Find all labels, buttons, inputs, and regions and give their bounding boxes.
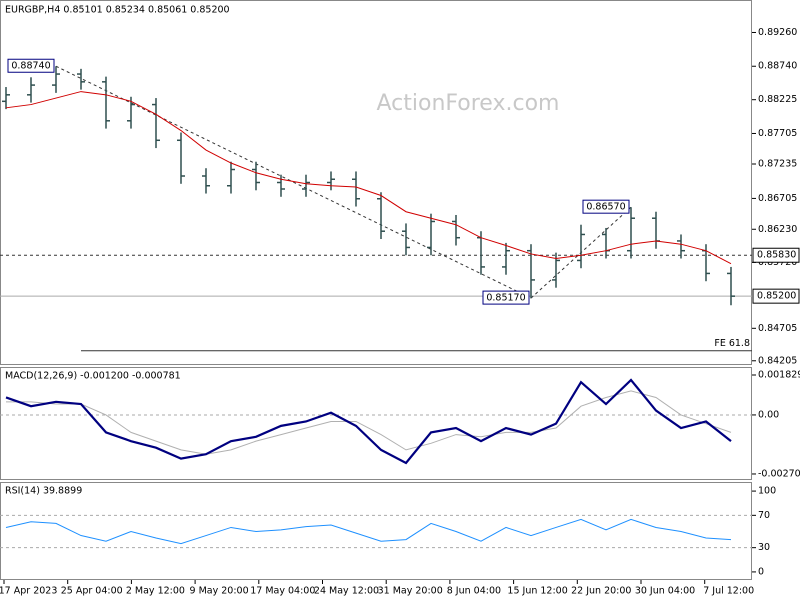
level-box (752, 247, 800, 263)
x-tick-label: 22 Jun 20:00 (571, 586, 631, 597)
x-tick-label: 15 Jun 12:00 (507, 586, 567, 597)
y-tick-label: 0.87705 (758, 128, 797, 139)
y-tick-label: 0.84205 (758, 355, 797, 366)
macd-title: MACD(12,26,9) -0.001200 -0.000781 (5, 371, 181, 382)
y-tick-label: 0.88740 (758, 61, 797, 72)
y-tick-label: 100 (758, 486, 776, 497)
macd-line (5, 378, 732, 465)
x-tick-label: 9 May 20:00 (190, 586, 249, 597)
macd-panel (0, 367, 752, 480)
annotation-label: 0.88740 (11, 61, 50, 72)
y-tick-label: 0.87235 (758, 158, 797, 169)
x-tick-label: 17 Apr 2023 (0, 586, 57, 597)
y-tick-label: 30 (758, 542, 770, 553)
y-tick-label: 0.84705 (758, 323, 797, 334)
watermark: ActionForex.com (377, 91, 560, 116)
fe-label: FE 61.8 (714, 338, 750, 349)
x-tick-label: 31 May 20:00 (378, 586, 443, 597)
x-tick-label: 30 Jun 04:00 (635, 586, 695, 597)
level-label: 0.85200 (757, 291, 796, 302)
y-tick-label: 0.00 (758, 409, 779, 420)
y-tick-label: 70 (758, 510, 770, 521)
moving-average (5, 91, 732, 265)
x-tick-label: 8 Jun 04:00 (447, 586, 501, 597)
y-tick-label: 0.001829 (758, 370, 800, 381)
signal-line (6, 390, 732, 455)
chart-title: EURGBP,H4 0.85101 0.85234 0.85061 0.8520… (5, 5, 230, 16)
y-tick-label: 0 (758, 566, 764, 577)
rsi-line (5, 518, 732, 545)
annotation-box (482, 290, 530, 305)
x-tick-label: 25 Apr 04:00 (61, 586, 123, 597)
rsi-title: RSI(14) 39.8899 (5, 486, 82, 497)
price-panel (0, 0, 752, 365)
level-label: 0.85830 (757, 250, 796, 261)
x-tick-label: 2 May 12:00 (126, 586, 185, 597)
y-tick-label: 0.86705 (758, 193, 797, 204)
y-tick-label: 0.89260 (758, 27, 797, 38)
annotation-label: 0.86570 (586, 202, 625, 213)
annotation-box (582, 199, 630, 214)
x-tick-label: 7 Jul 12:00 (703, 586, 754, 597)
y-tick-label: 0.86230 (758, 224, 797, 235)
x-tick-label: 17 May 04:00 (250, 586, 315, 597)
rsi-panel (0, 482, 752, 580)
x-tick-label: 24 May 12:00 (314, 586, 379, 597)
annotation-box (7, 58, 55, 73)
y-tick-label: -0.002704 (758, 468, 800, 479)
annotation-label: 0.85170 (486, 293, 525, 304)
level-box (752, 288, 800, 304)
y-tick-label: 0.88225 (758, 94, 797, 105)
trend-line (55, 65, 532, 299)
